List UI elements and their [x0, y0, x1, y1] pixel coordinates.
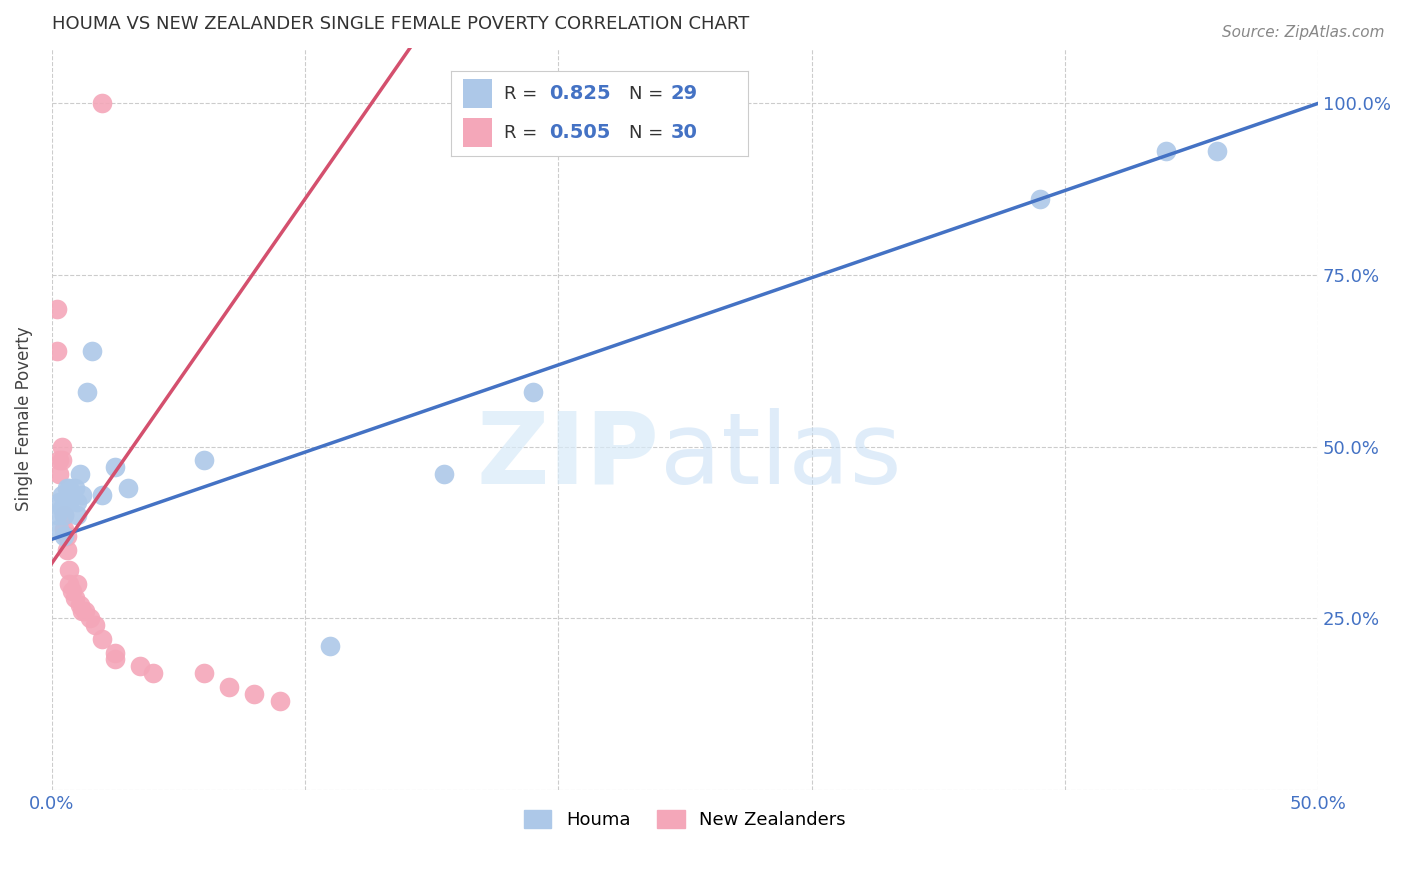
Point	[218, 680, 240, 694]
Point	[76, 384, 98, 399]
Point	[193, 666, 215, 681]
Point	[129, 659, 152, 673]
Point	[104, 652, 127, 666]
Text: HOUMA VS NEW ZEALANDER SINGLE FEMALE POVERTY CORRELATION CHART: HOUMA VS NEW ZEALANDER SINGLE FEMALE POV…	[52, 15, 749, 33]
Y-axis label: Single Female Poverty: Single Female Poverty	[15, 326, 32, 511]
Point	[1205, 145, 1227, 159]
Point	[48, 453, 70, 467]
Point	[60, 488, 83, 502]
Point	[69, 467, 91, 482]
Point	[104, 460, 127, 475]
Point	[82, 343, 104, 358]
Point	[1028, 193, 1050, 207]
Text: Source: ZipAtlas.com: Source: ZipAtlas.com	[1222, 25, 1385, 40]
Point	[1154, 145, 1177, 159]
Point	[56, 494, 79, 508]
Point	[433, 467, 456, 482]
Point	[45, 508, 67, 523]
Point	[70, 604, 93, 618]
Point	[142, 666, 165, 681]
Point	[51, 488, 73, 502]
Point	[269, 693, 291, 707]
Point	[60, 583, 83, 598]
Point	[117, 481, 139, 495]
Point	[91, 632, 114, 646]
Point	[53, 508, 76, 523]
Text: atlas: atlas	[659, 408, 901, 505]
Point	[91, 96, 114, 111]
Point	[45, 343, 67, 358]
Point	[70, 488, 93, 502]
Point	[69, 598, 91, 612]
Point	[79, 611, 101, 625]
Point	[58, 494, 80, 508]
Point	[53, 508, 76, 523]
Point	[48, 494, 70, 508]
Point	[63, 591, 86, 605]
Point	[319, 639, 342, 653]
Legend: Houma, New Zealanders: Houma, New Zealanders	[517, 803, 853, 837]
Point	[83, 618, 105, 632]
Text: ZIP: ZIP	[477, 408, 659, 505]
Point	[56, 481, 79, 495]
Point	[66, 494, 89, 508]
Point	[51, 453, 73, 467]
Point	[51, 501, 73, 516]
Point	[53, 522, 76, 536]
Point	[51, 440, 73, 454]
Point	[522, 384, 544, 399]
Point	[66, 508, 89, 523]
Point	[58, 577, 80, 591]
Point	[58, 481, 80, 495]
Point	[91, 488, 114, 502]
Point	[53, 529, 76, 543]
Point	[58, 563, 80, 577]
Point	[63, 481, 86, 495]
Point	[45, 302, 67, 317]
Point	[66, 577, 89, 591]
Point	[48, 522, 70, 536]
Point	[243, 687, 266, 701]
Point	[56, 542, 79, 557]
Point	[48, 467, 70, 482]
Point	[104, 646, 127, 660]
Point	[73, 604, 96, 618]
Point	[193, 453, 215, 467]
Point	[56, 529, 79, 543]
